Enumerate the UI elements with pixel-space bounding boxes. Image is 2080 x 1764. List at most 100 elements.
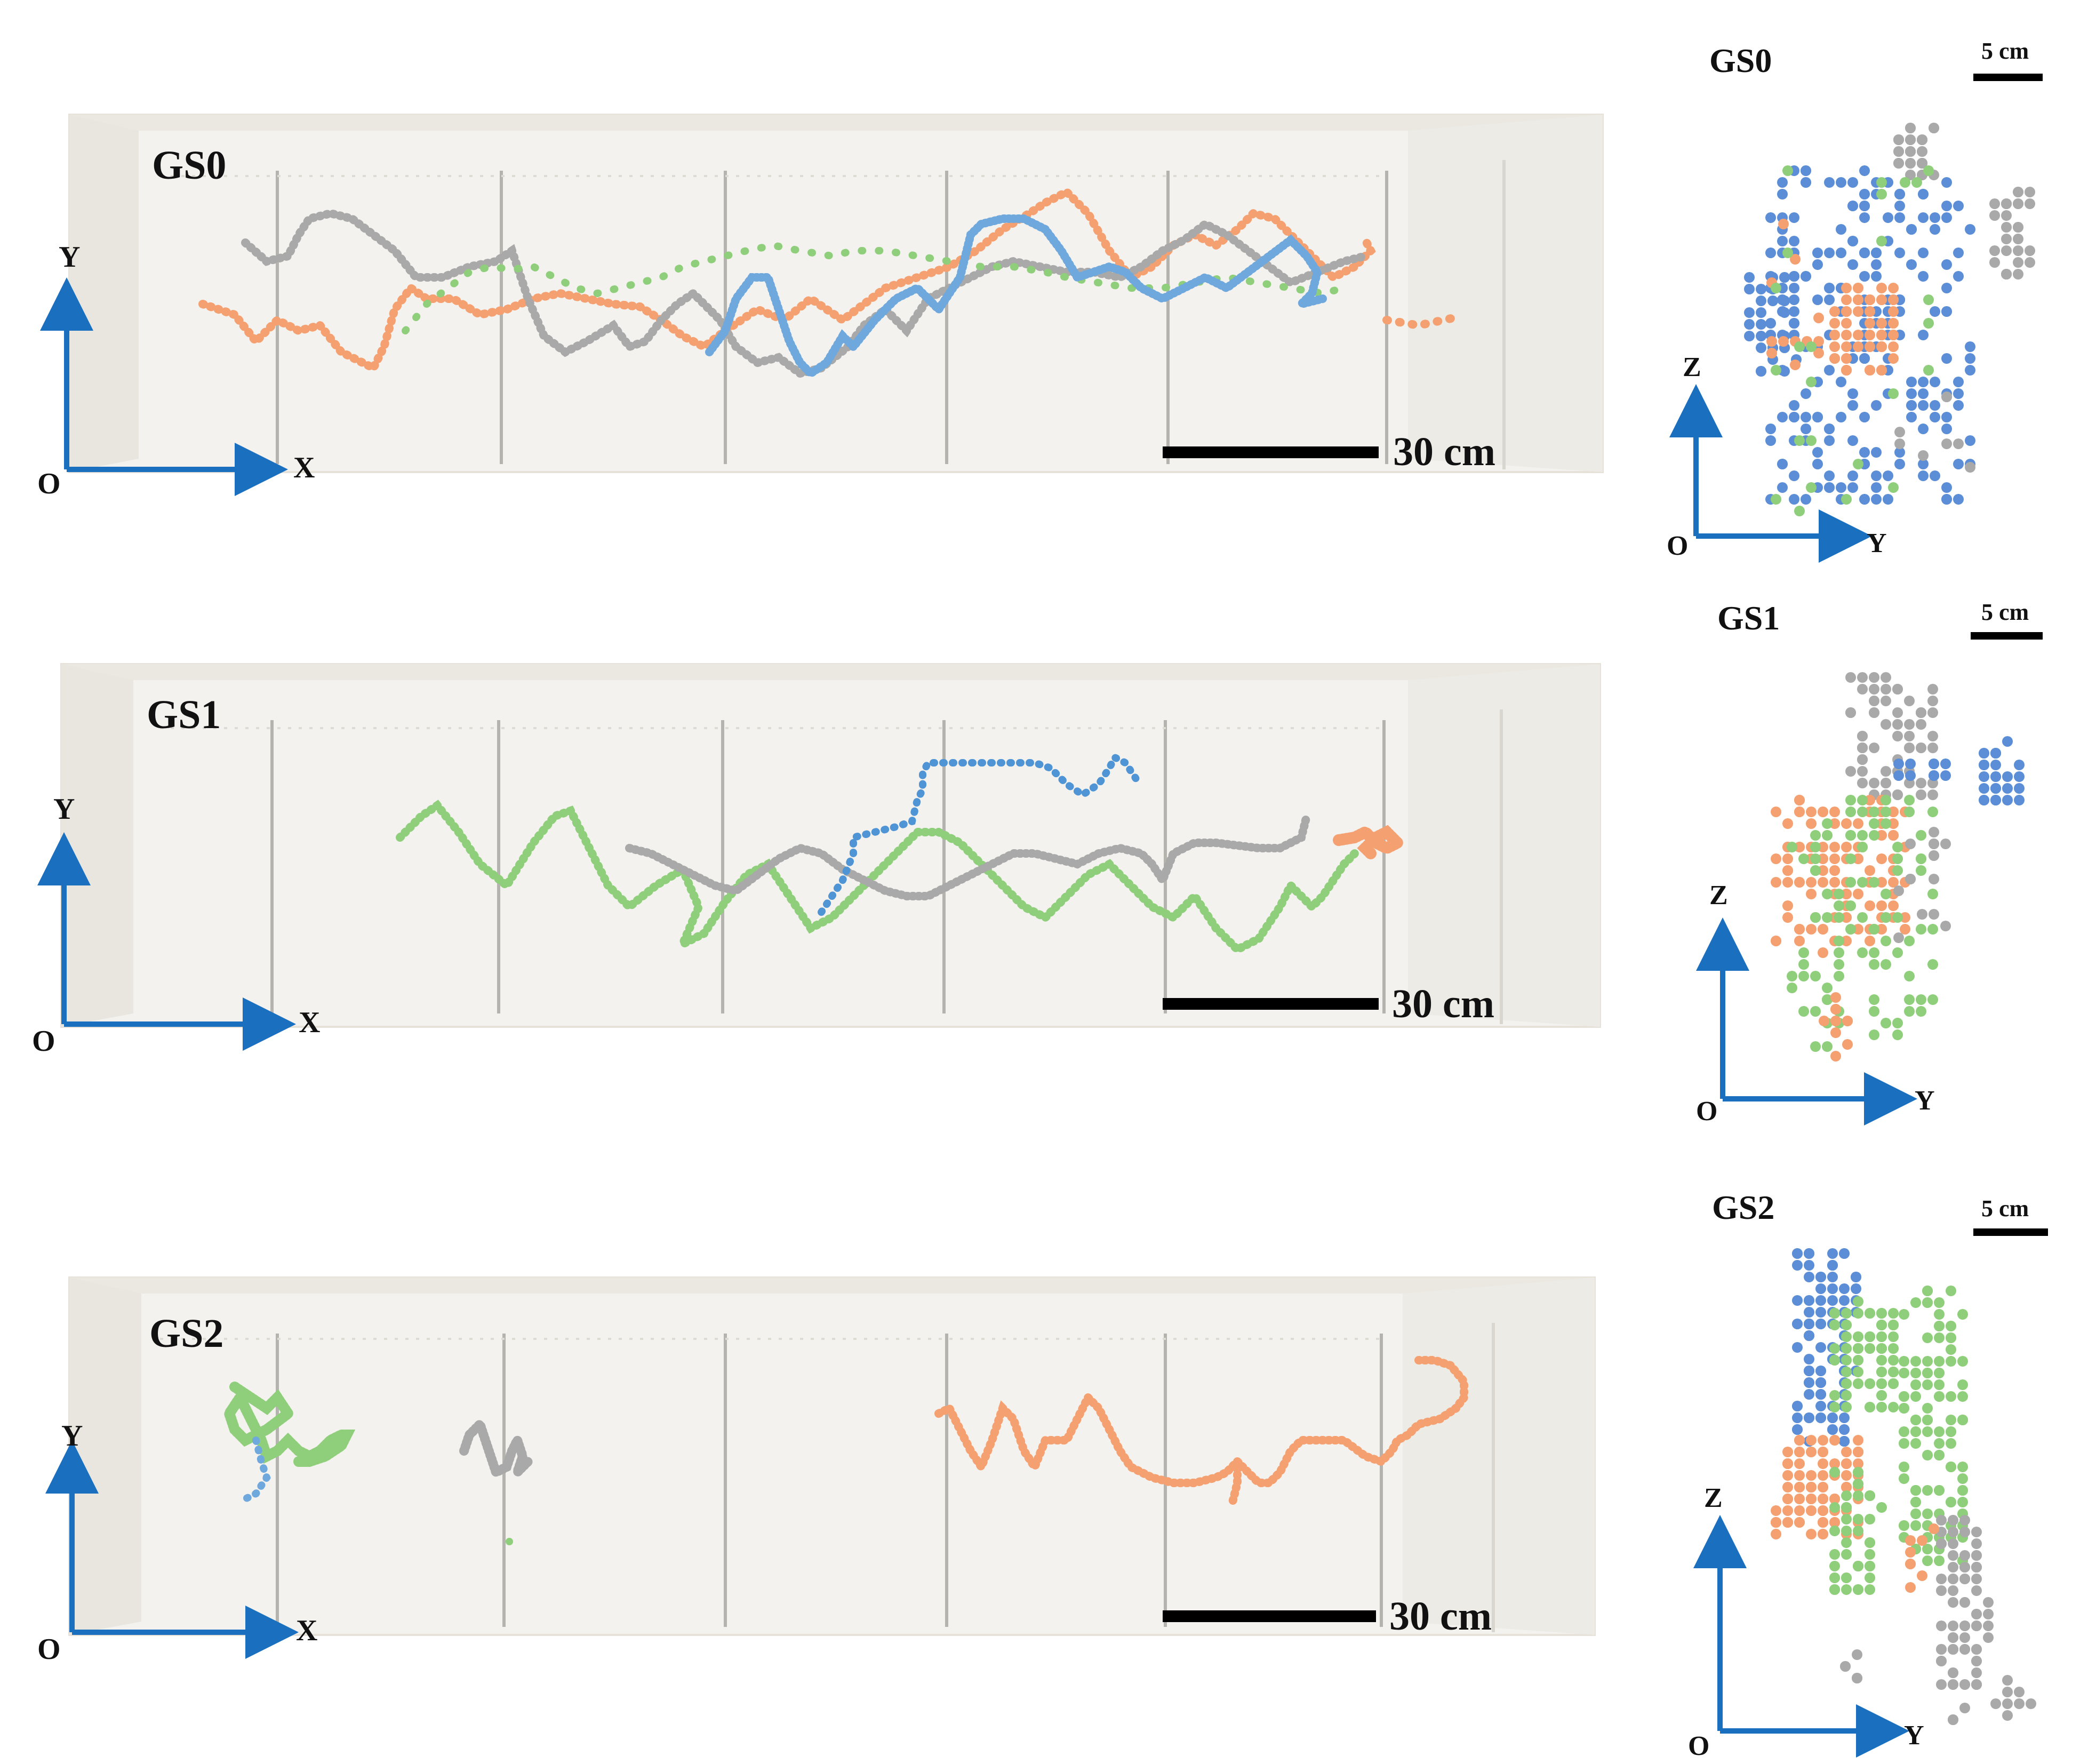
scatter-point xyxy=(1930,412,1940,422)
scatter-point xyxy=(1918,377,1929,387)
scatter-point xyxy=(1804,1330,1814,1341)
scatter-point xyxy=(1792,1248,1803,1259)
scatter-point xyxy=(1892,853,1903,864)
track-orange-branch xyxy=(1228,1457,1242,1508)
scatter-point xyxy=(1829,330,1840,340)
scatter-point xyxy=(1853,459,1863,469)
scatter-point xyxy=(1830,992,1841,1003)
scatter-point xyxy=(1789,412,1799,422)
scatter-point xyxy=(1892,947,1903,958)
scatter-point xyxy=(1917,158,1927,169)
scatter-point xyxy=(1876,1378,1887,1389)
scatter-point xyxy=(1841,341,1852,352)
scatter-point xyxy=(1841,330,1852,340)
scatter-point xyxy=(1904,743,1915,753)
scatter-point xyxy=(1983,1621,1994,1631)
scale-label: 30 cm xyxy=(1392,981,1494,1026)
scatter-point xyxy=(1771,283,1781,293)
scatter-point xyxy=(1888,1367,1899,1377)
scatter-point xyxy=(1869,807,1879,817)
scatter-point xyxy=(1927,684,1938,695)
scatter-point xyxy=(1794,1435,1805,1446)
scatter-point xyxy=(1845,830,1856,841)
scatter-point xyxy=(1801,494,1811,505)
scatter-point xyxy=(1965,353,1975,364)
scatter-point xyxy=(1789,318,1799,329)
scatter-point xyxy=(1948,1574,1958,1584)
scatter-point xyxy=(1888,1355,1899,1366)
scatter-point xyxy=(1841,365,1852,376)
axis-top-gs2 xyxy=(45,1440,299,1659)
scatter-point xyxy=(1782,1447,1793,1457)
scatter-point xyxy=(1904,1006,1915,1017)
scatter-point xyxy=(1771,494,1781,505)
scatter-point xyxy=(1922,1426,1933,1437)
scatter-point xyxy=(1859,271,1870,282)
scatter-point xyxy=(1839,1283,1850,1294)
scatter-point xyxy=(1918,248,1929,258)
scatter-point xyxy=(1834,959,1844,970)
scatter-point xyxy=(1946,1356,1956,1367)
scatter-point xyxy=(1824,435,1835,446)
scatter-point xyxy=(1804,1389,1814,1400)
scatter-point xyxy=(1853,330,1863,340)
axis-x-label: X xyxy=(293,451,315,484)
scatter-point xyxy=(1940,759,1951,769)
scatter-point xyxy=(2025,245,2035,256)
scatter-point xyxy=(1946,1438,1956,1449)
scatter-point xyxy=(1841,1378,1852,1389)
track-green-point xyxy=(506,1538,513,1545)
scatter-point xyxy=(2002,1687,2013,1697)
scatter-point xyxy=(1782,1470,1793,1481)
scatter-point xyxy=(1910,1508,1921,1519)
scatter-point xyxy=(1827,1412,1838,1423)
scatter-point xyxy=(2001,245,2012,256)
axis-z-label: Z xyxy=(1704,1483,1723,1513)
scatter-point xyxy=(1905,1535,1916,1546)
scatter-point xyxy=(1841,912,1852,923)
scatter-point xyxy=(1871,470,1882,481)
scatter-point xyxy=(1899,1403,1909,1414)
scatter-point xyxy=(1927,731,1938,741)
scatter-point xyxy=(1900,177,1910,188)
scatter-point xyxy=(1905,770,1916,781)
scatter-point xyxy=(1881,795,1891,805)
scatter-point xyxy=(1941,177,1952,188)
scatter-point xyxy=(1894,438,1905,449)
scatter-point xyxy=(1888,1308,1899,1319)
scatter-point xyxy=(1983,1597,1994,1608)
scatter-point xyxy=(1806,924,1817,935)
scatter-point xyxy=(1941,201,1952,211)
scatter-point xyxy=(1893,146,1904,157)
scatter-point xyxy=(1923,294,1934,305)
scatter-point xyxy=(1815,1307,1826,1318)
scatter-point xyxy=(1865,865,1875,876)
scale-label: 30 cm xyxy=(1389,1594,1492,1639)
panel-gs1: X Y O GS1 30 cm Y Z O GS1 5 cm xyxy=(32,599,2043,1127)
scatter-point xyxy=(1779,272,1790,283)
scatter-point xyxy=(1818,1505,1828,1516)
scatter-point xyxy=(1899,1356,1909,1367)
scatter-point xyxy=(1845,795,1856,805)
scatter-point xyxy=(1794,1447,1805,1457)
scatter-point xyxy=(1829,1402,1840,1412)
scatter-point xyxy=(1771,853,1781,864)
scatter-point xyxy=(1792,1342,1803,1353)
scatter-point xyxy=(1789,400,1799,411)
scatter-point xyxy=(1812,447,1823,458)
scatter-point xyxy=(1979,783,1989,794)
track-blue xyxy=(818,752,1140,916)
scatter-point xyxy=(1822,983,1833,993)
scatter-point xyxy=(1929,827,1939,837)
scatter-point xyxy=(1782,1482,1793,1492)
scatter-point xyxy=(1930,377,1940,387)
scatter-point xyxy=(1836,412,1846,422)
scatter-point xyxy=(1971,1562,1982,1573)
scatter-point xyxy=(1893,932,1904,943)
scatter-point xyxy=(1857,842,1868,852)
scatter-point xyxy=(1989,210,2000,221)
scatter-point xyxy=(1771,1529,1781,1539)
scatter-point xyxy=(1876,294,1887,305)
scatter-point xyxy=(1934,1450,1945,1460)
scatter-point xyxy=(1959,1644,1970,1655)
